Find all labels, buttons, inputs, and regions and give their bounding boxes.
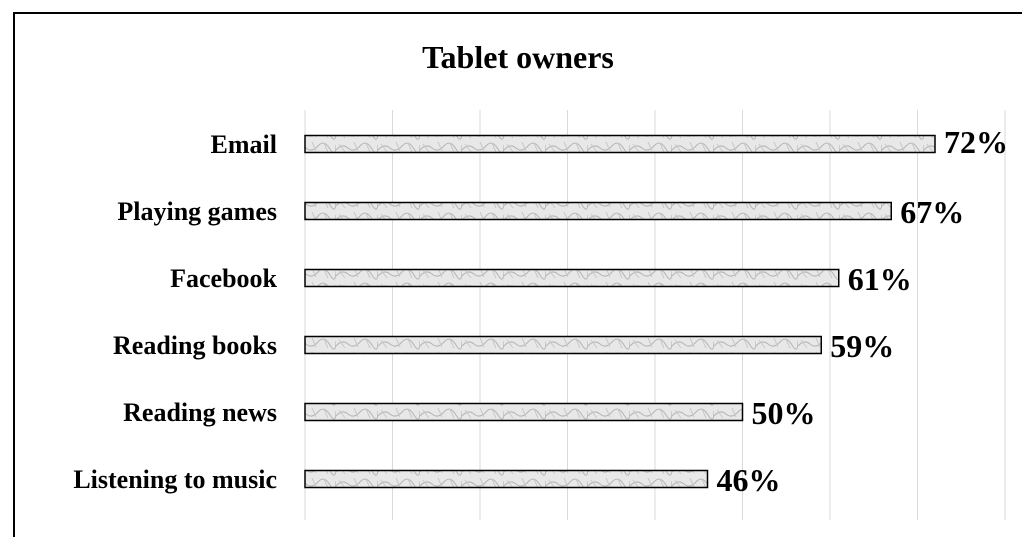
category-label: Playing games: [117, 197, 277, 226]
bar-reading-books: [304, 335, 822, 355]
grid-lines: [304, 110, 1006, 520]
category-label: Facebook: [170, 264, 277, 293]
value-label: 67%: [900, 194, 964, 230]
value-label: 61%: [848, 261, 912, 297]
category-label: Email: [211, 130, 277, 159]
value-label: 46%: [717, 462, 781, 498]
bar-reading-news: [304, 402, 744, 422]
value-label: 50%: [752, 395, 816, 431]
bars: [304, 134, 936, 489]
category-label: Reading books: [113, 331, 277, 360]
bar-listening-to-music: [304, 469, 709, 489]
category-label: Reading news: [123, 398, 277, 427]
bar-email: [304, 134, 936, 154]
bar-facebook: [304, 268, 840, 288]
value-label: 72%: [944, 124, 1008, 160]
labels: Email 72% Playing games 67% Facebook 61% Readi…: [73, 124, 1008, 498]
bar-playing-games: [304, 201, 892, 221]
category-label: Listening to music: [73, 465, 277, 494]
value-label: 59%: [830, 328, 894, 364]
chart-title: Tablet owners: [422, 39, 614, 75]
